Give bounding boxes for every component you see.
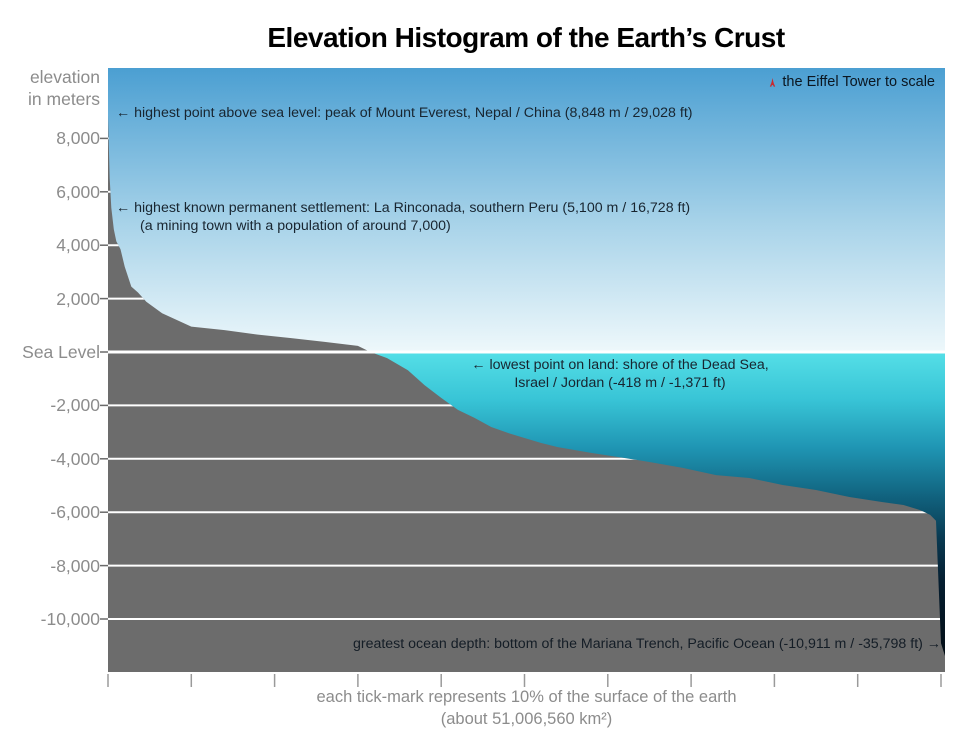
land-silhouette: [108, 115, 945, 673]
eiffel-tower-label: the Eiffel Tower to scale: [782, 74, 935, 90]
annotation-la-rinconada-line2: (a mining town with a population of arou…: [140, 218, 451, 234]
y-tick-label: -10,000: [40, 609, 100, 629]
y-tick-label: -2,000: [50, 395, 100, 416]
y-axis-label-line1: elevation: [29, 67, 100, 87]
x-axis-caption-line1: each tick-mark represents 10% of the sur…: [316, 688, 737, 706]
y-tick-label: 4,000: [56, 235, 100, 256]
annotation-la-rinconada-line1: ← highest known permanent settlement: La…: [116, 200, 691, 216]
y-tick-label: 6,000: [56, 181, 100, 202]
y-tick-label: -4,000: [50, 448, 100, 469]
annotation-dead-sea: ← lowest point on land: shore of the Dea…: [420, 356, 820, 392]
y-tick-label: 2,000: [56, 288, 100, 309]
x-axis-caption: each tick-mark represents 10% of the sur…: [108, 686, 945, 730]
annotation-mariana-trench: greatest ocean depth: bottom of the Mari…: [352, 636, 941, 652]
y-axis-label: elevation in meters: [0, 66, 100, 110]
y-tick-label: -6,000: [50, 502, 100, 523]
y-axis-ticks: [100, 137, 108, 620]
y-axis-label-line2: in meters: [28, 89, 100, 109]
y-tick-label: Sea Level: [22, 342, 100, 362]
x-axis-ticks: [107, 674, 942, 687]
x-axis-caption-line2: (about 51,006,560 km²): [440, 710, 613, 728]
eiffel-tower-legend: the Eiffel Tower to scale: [768, 74, 935, 90]
y-tick-label: 8,000: [56, 128, 100, 149]
sky-gradient: [108, 68, 945, 352]
eiffel-tower-icon: [770, 77, 776, 87]
annotation-dead-sea-line1: ← lowest point on land: shore of the Dea…: [471, 357, 769, 373]
chart-title: Elevation Histogram of the Earth’s Crust: [267, 22, 785, 53]
annotation-everest: ← highest point above sea level: peak of…: [116, 105, 693, 121]
annotation-la-rinconada: ← highest known permanent settlement: La…: [116, 199, 690, 235]
annotation-dead-sea-line2: Israel / Jordan (-418 m / -1,371 ft): [514, 375, 726, 391]
y-tick-label: -8,000: [50, 555, 100, 576]
